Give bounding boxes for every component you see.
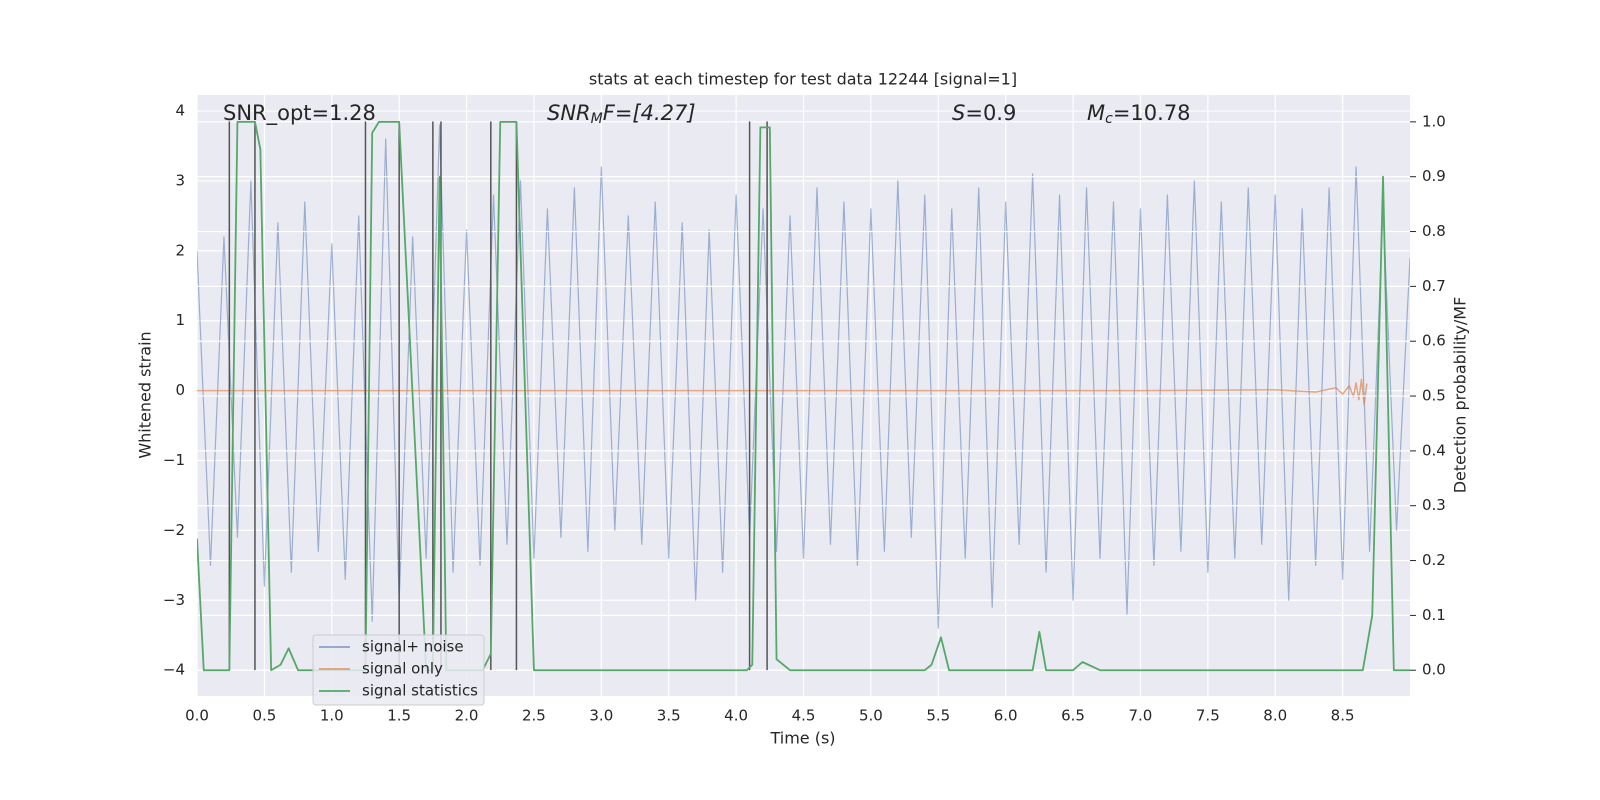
- annotation: SNRMF=[4.27]: [547, 101, 696, 127]
- x-tick-label: 0.0: [185, 707, 209, 725]
- legend-label: signal only: [362, 660, 443, 678]
- y2-tick-label: 0.3: [1422, 496, 1446, 514]
- annotation-tail: =10.78: [1113, 101, 1191, 125]
- y-axis-label: Whitened strain: [136, 331, 155, 458]
- x-tick-label: 6.0: [994, 707, 1018, 725]
- x-tick-label: 7.0: [1129, 707, 1153, 725]
- y-tick-label: 4: [175, 102, 185, 120]
- y2-tick-label: 0.2: [1422, 551, 1446, 569]
- x-tick-label: 8.0: [1263, 707, 1287, 725]
- annotation-sub: M: [591, 111, 603, 127]
- annotation-base: SNR_opt=1.28: [223, 101, 376, 126]
- y-tick-label: 0: [175, 381, 185, 399]
- annotation-tail: F=[4.27]: [603, 101, 696, 125]
- annotation-base: SNR: [547, 101, 591, 125]
- y-tick-label: −4: [163, 661, 185, 679]
- x-tick-label: 1.0: [320, 707, 344, 725]
- y2-tick-label: 0.1: [1422, 606, 1446, 624]
- legend: signal+ noise signal only signal statistic…: [312, 634, 485, 706]
- y2-tick-label: 0.4: [1422, 441, 1446, 459]
- x-tick-label: 2.0: [455, 707, 479, 725]
- x-tick-label: 0.5: [252, 707, 276, 725]
- annotation-sub: c: [1105, 111, 1113, 127]
- x-tick-label: 8.5: [1331, 707, 1355, 725]
- series-line: [197, 378, 1368, 406]
- annotation: S=0.9: [952, 101, 1016, 125]
- y-tick-label: 1: [175, 311, 185, 329]
- annotation: SNR_opt=1.28: [223, 101, 376, 126]
- x-tick-label: 3.0: [589, 707, 613, 725]
- chart-title: stats at each timestep for test data 122…: [589, 70, 1017, 89]
- y2-tick-label: 1.0: [1422, 112, 1446, 130]
- x-tick-label: 4.0: [724, 707, 748, 725]
- annotation: Mc=10.78: [1087, 101, 1191, 127]
- y2-tick-label: 0.5: [1422, 387, 1446, 405]
- annotation-base: M: [1087, 101, 1105, 125]
- x-tick-label: 5.5: [926, 707, 950, 725]
- y2-tick-label: 0.9: [1422, 167, 1446, 185]
- x-tick-label: 1.5: [387, 707, 411, 725]
- x-axis-label: Time (s): [769, 729, 835, 748]
- x-tick-label: 4.5: [792, 707, 816, 725]
- y2-tick-label: 0.8: [1422, 222, 1446, 240]
- annotation-tail: =0.9: [965, 101, 1016, 125]
- y-tick-label: −1: [163, 451, 185, 469]
- x-tick-label: 5.0: [859, 707, 883, 725]
- y2-tick-label: 0.7: [1422, 277, 1446, 295]
- x-tick-label: 2.5: [522, 707, 546, 725]
- x-tick-label: 3.5: [657, 707, 681, 725]
- y2-axis-label: Detection probability/MF: [1451, 297, 1470, 494]
- y2-tick-label: 0.6: [1422, 332, 1446, 350]
- x-tick-label: 7.5: [1196, 707, 1220, 725]
- legend-label: signal+ noise: [362, 638, 464, 656]
- legend-label: signal statistics: [362, 682, 478, 700]
- marks: [197, 120, 1410, 672]
- x-tick-label: 6.5: [1061, 707, 1085, 725]
- y-tick-label: −3: [163, 591, 185, 609]
- series-line: [197, 120, 1410, 672]
- y-tick-label: 3: [175, 171, 185, 189]
- y2-tick-label: 0.0: [1422, 661, 1446, 679]
- labels: 0.0 0.5 1.0 1.5 2.0 2.5 3.0 3.5 4.0 4.5 5.0 5.5 6.0 6…: [163, 101, 1446, 725]
- annotation-base: S: [952, 101, 965, 125]
- y-tick-label: −2: [163, 521, 185, 539]
- y-tick-label: 2: [175, 241, 185, 259]
- legend-box: [312, 634, 485, 706]
